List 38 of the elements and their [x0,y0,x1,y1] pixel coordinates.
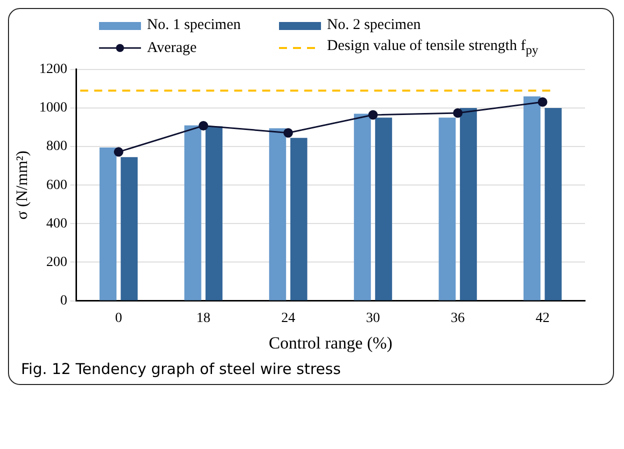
x-axis-title: Control range (%) [268,333,392,352]
y-tick-label: 400 [46,216,68,232]
x-tick-label: 36 [450,310,465,326]
x-tick-label: 24 [281,310,296,326]
y-tick-label: 200 [46,254,68,270]
point [453,108,463,118]
y-axis-title: σ (N/mm²) [14,150,31,220]
y-tick-label: 0 [60,293,68,308]
point [368,110,378,120]
x-tick-label: 18 [196,310,210,326]
x-tick-label: 0 [115,310,122,326]
bar [290,138,308,300]
bar [524,96,540,300]
legend-label: No. 2 specimen [327,17,421,34]
x-tick-label: 30 [366,310,380,326]
bar [100,148,116,300]
bar [375,118,392,300]
legend-label: Design value of tensile strength f$_{py}$ [327,38,538,58]
legend-label: No. 1 specimen [147,17,241,34]
point [283,128,293,138]
point [198,120,208,130]
x-tick-label: 42 [536,310,550,326]
y-tick-label: 1200 [39,62,68,78]
y-tick-label: 800 [46,139,68,154]
bar [269,128,286,300]
caption: Fig. 12 Tendency graph of steel wire stress [21,360,342,378]
bar [544,108,562,300]
y-tick-label: 600 [46,178,68,193]
point [538,97,548,107]
bar [460,108,477,300]
bar [206,126,222,300]
bar [120,157,138,300]
bar [438,118,456,300]
bar [184,125,202,300]
y-tick-label: 1000 [39,100,68,116]
bar [354,114,371,300]
legend-label: Average [147,40,197,56]
point [114,147,124,157]
